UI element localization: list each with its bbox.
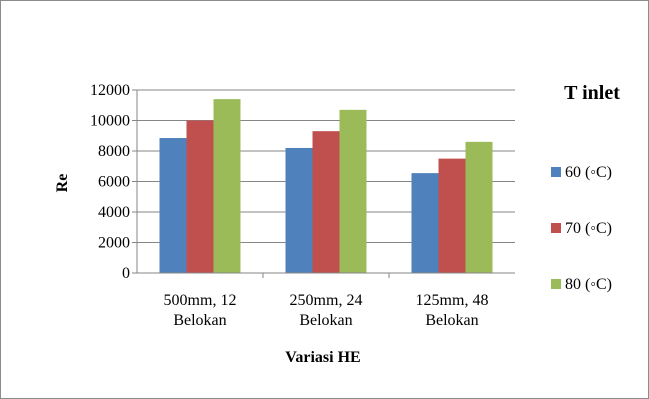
y-tick-label: 10000 <box>90 113 130 130</box>
x-axis-title: Variasi HE <box>285 349 360 366</box>
x-tick-labels: 500mm, 12 Belokan 250mm, 24 Belokan 125mm, 4… <box>164 292 489 329</box>
y-tick-label: 12000 <box>90 82 130 99</box>
legend-entry: 60 (◦C) <box>565 164 612 181</box>
y-tick-label: 4000 <box>98 204 130 221</box>
x-tick-label: Belokan <box>173 312 226 329</box>
legend-title: T inlet <box>564 82 620 104</box>
y-tick-label: 6000 <box>98 174 130 191</box>
bar <box>313 131 340 273</box>
x-tick-label: 250mm, 24 <box>290 292 363 309</box>
x-tick-label: 500mm, 12 <box>164 292 237 309</box>
legend-entry: 70 (◦C) <box>565 220 612 237</box>
x-tick-label: Belokan <box>299 312 352 329</box>
x-tick-label: 125mm, 48 <box>416 292 489 309</box>
y-tick-labels: 0 2000 4000 6000 8000 10000 12000 <box>90 82 130 282</box>
y-axis-title: Re <box>54 174 71 193</box>
bars <box>160 99 493 273</box>
bar <box>439 159 466 273</box>
legend-swatch <box>551 279 561 289</box>
y-tick-label: 0 <box>122 265 130 282</box>
bar <box>160 138 187 273</box>
bar <box>187 121 214 274</box>
y-tick-label: 8000 <box>98 143 130 160</box>
bar <box>286 148 313 273</box>
bar <box>412 173 439 273</box>
y-tick-label: 2000 <box>98 235 130 252</box>
bar <box>466 142 493 273</box>
legend: 60 (◦C) 70 (◦C) 80 (◦C) <box>551 164 612 293</box>
x-tick-label: Belokan <box>425 312 478 329</box>
bar <box>214 99 241 273</box>
legend-entry: 80 (◦C) <box>565 276 612 293</box>
bar <box>340 110 367 273</box>
legend-swatch <box>551 167 561 177</box>
legend-swatch <box>551 223 561 233</box>
